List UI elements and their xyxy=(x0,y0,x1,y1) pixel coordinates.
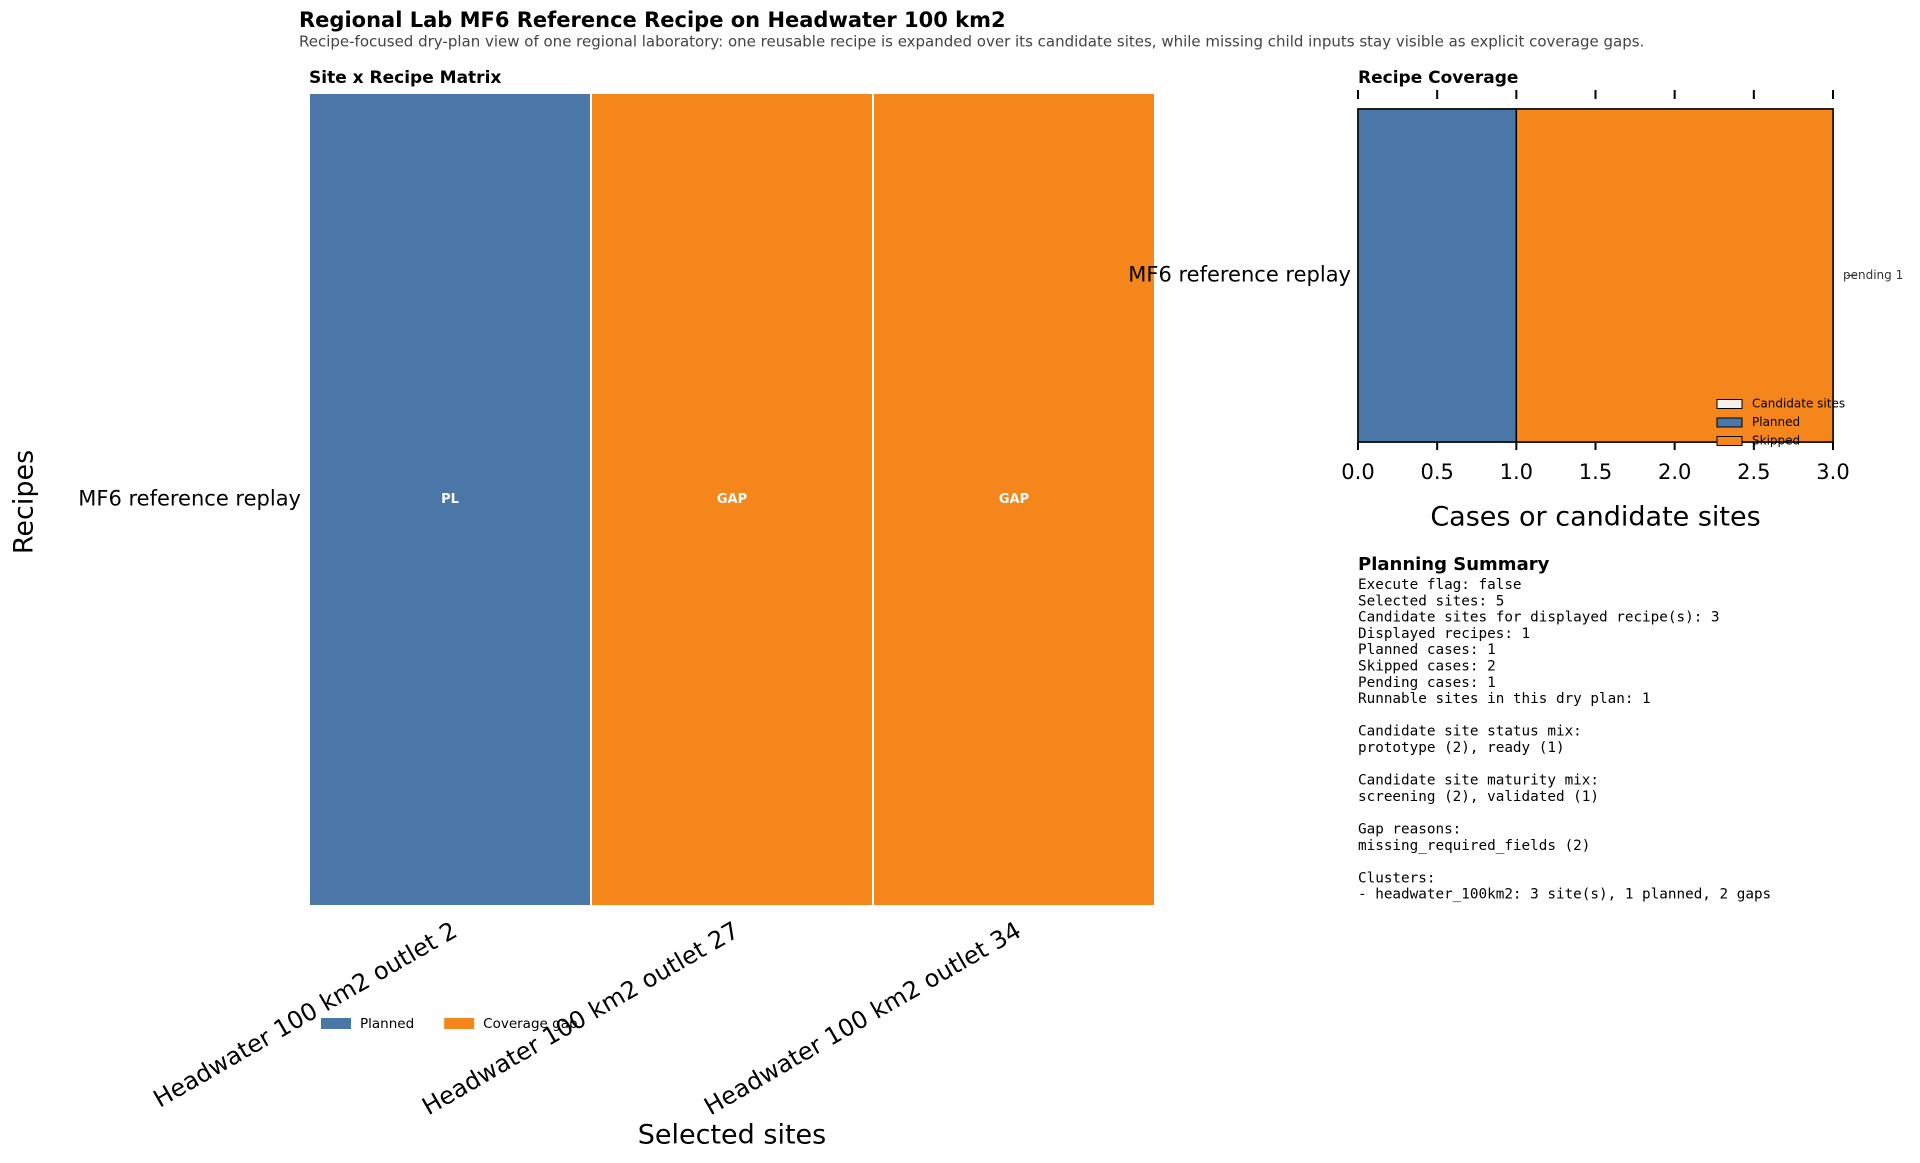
x-tick-label: 1.5 xyxy=(1579,460,1612,484)
summary-line: Candidate site status mix: xyxy=(1358,724,1582,740)
legend-label: Planned xyxy=(1752,415,1800,429)
x-axis-label: Selected sites xyxy=(638,1120,826,1151)
cell-label: GAP xyxy=(717,492,747,507)
summary-line: Runnable sites in this dry plan: 1 xyxy=(1358,691,1651,707)
x-tick-label: 3.0 xyxy=(1816,460,1849,484)
bar xyxy=(1357,108,1518,443)
cell-label: PL xyxy=(441,492,459,507)
legend-swatch xyxy=(1716,436,1743,446)
summary-line: - headwater_100km2: 3 site(s), 1 planned… xyxy=(1358,887,1771,903)
y-axis-label: Recipes xyxy=(9,450,40,554)
figure-title: Regional Lab MF6 Reference Recipe on Hea… xyxy=(299,8,1006,32)
summary-line: Pending cases: 1 xyxy=(1358,675,1496,691)
summary-line: screening (2), validated (1) xyxy=(1358,789,1599,805)
matrix-cell xyxy=(872,92,1156,907)
summary-line: Clusters: xyxy=(1358,870,1435,886)
figure-subtitle: Recipe-focused dry-plan view of one regi… xyxy=(299,33,1644,51)
chart-title: Recipe Coverage xyxy=(1358,68,1518,88)
annotation: pending 1 xyxy=(1843,268,1903,282)
x-tick-label: Headwater 100 km2 outlet 2 xyxy=(149,916,462,1113)
legend-label: Skipped xyxy=(1752,434,1800,448)
summary-line: Skipped cases: 2 xyxy=(1358,659,1496,675)
summary-line: Candidate sites for displayed recipe(s):… xyxy=(1358,610,1720,626)
legend-swatch xyxy=(321,1018,351,1029)
x-tick-label: 2.0 xyxy=(1658,460,1691,484)
legend-label: Planned xyxy=(360,1016,414,1032)
legend-swatch xyxy=(1716,417,1743,428)
legend-swatch xyxy=(444,1018,475,1029)
y-tick-label: MF6 reference replay xyxy=(1128,263,1351,287)
x-axis-label: Cases or candidate sites xyxy=(1430,502,1760,533)
summary-title: Planning Summary xyxy=(1358,554,1550,575)
summary-line: Planned cases: 1 xyxy=(1358,642,1496,658)
chart-title: Site x Recipe Matrix xyxy=(309,68,501,88)
summary-line: Gap reasons: xyxy=(1358,822,1461,838)
x-tick-label: Headwater 100 km2 outlet 34 xyxy=(699,916,1025,1121)
matrix-cell xyxy=(590,92,874,907)
summary-line: Displayed recipes: 1 xyxy=(1358,626,1530,642)
x-tick-label: 2.5 xyxy=(1737,460,1770,484)
summary-line: prototype (2), ready (1) xyxy=(1358,740,1565,756)
bar xyxy=(1515,108,1834,443)
y-tick-label: MF6 reference replay xyxy=(78,487,301,511)
summary-line: Selected sites: 5 xyxy=(1358,593,1504,609)
matrix-cell xyxy=(308,92,592,907)
x-tick-label: 1.0 xyxy=(1500,460,1533,484)
cell-label: GAP xyxy=(999,492,1029,507)
x-tick-label: 0.5 xyxy=(1420,460,1453,484)
summary-line: missing_required_fields (2) xyxy=(1358,838,1590,854)
summary-line: Candidate site maturity mix: xyxy=(1358,773,1599,789)
summary-line: Execute flag: false xyxy=(1358,577,1522,593)
x-tick-label: 0.0 xyxy=(1341,460,1374,484)
legend-label: Coverage gap xyxy=(483,1016,577,1032)
legend-label: Candidate sites xyxy=(1752,397,1845,411)
legend-swatch xyxy=(1716,399,1743,409)
